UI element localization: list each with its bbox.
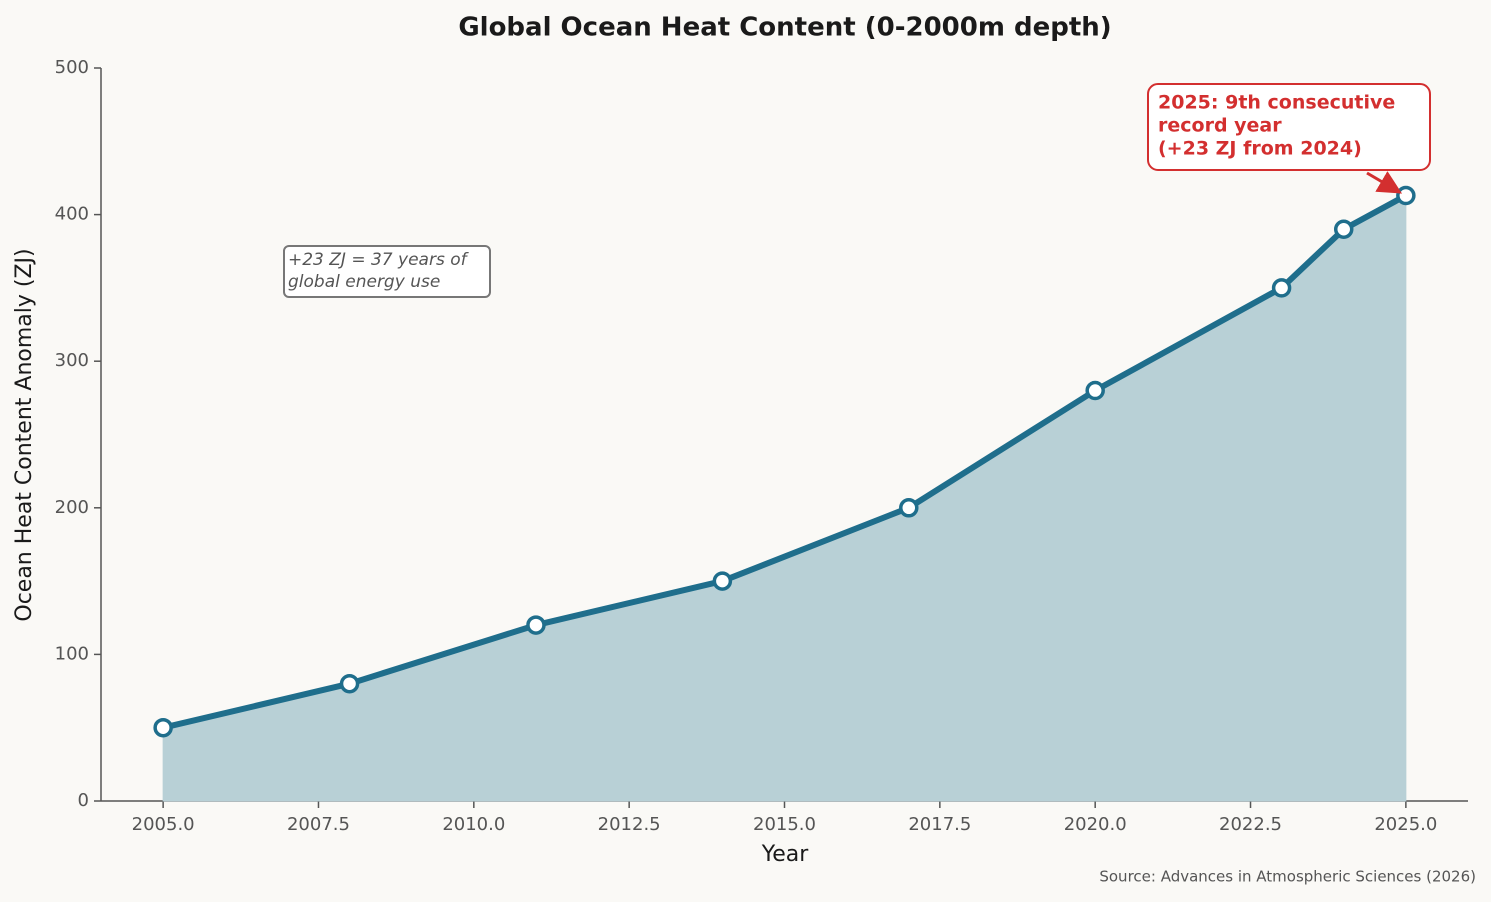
x-tick-label: 2005.0 — [132, 814, 195, 835]
x-tick-label: 2022.5 — [1219, 814, 1282, 835]
marker — [1271, 278, 1292, 298]
x-tick-label: 2020.0 — [1064, 814, 1127, 835]
marker — [1085, 380, 1105, 401]
annotation-text: (+23 ZJ from 2024) — [1158, 138, 1362, 160]
source-note: Source: Advances in Atmospheric Sciences… — [1099, 868, 1476, 886]
x-tick-label: 2012.5 — [598, 814, 661, 835]
note-text: global energy use — [288, 272, 440, 292]
x-tick-label: 2010.0 — [442, 814, 505, 835]
x-axis-label: Year — [761, 842, 810, 867]
y-tick-label: 300 — [55, 350, 89, 371]
y-axis-label: Ocean Heat Content Anomaly (ZJ) — [12, 248, 37, 621]
marker — [1333, 219, 1354, 240]
x-tick-label: 2025.0 — [1374, 814, 1437, 835]
marker — [526, 615, 546, 635]
note-text: +23 ZJ = 37 years of — [288, 250, 470, 270]
y-tick-label: 200 — [55, 497, 89, 518]
annotation-text: record year — [1158, 115, 1282, 137]
marker — [899, 498, 919, 518]
chart-title: Global Ocean Heat Content (0-2000m depth… — [458, 13, 1111, 43]
annotation-arrow — [1366, 171, 1403, 194]
y-tick-label: 500 — [55, 57, 89, 78]
y-tick-label: 0 — [78, 790, 89, 811]
marker — [1396, 185, 1416, 206]
y-tick-label: 100 — [55, 643, 89, 664]
annotation-text: 2025: 9th consecutive — [1158, 92, 1395, 114]
note-box — [283, 245, 491, 298]
x-tick-label: 2015.0 — [753, 814, 816, 835]
x-tick-label: 2017.5 — [908, 814, 971, 835]
marker — [712, 571, 733, 591]
marker — [339, 673, 360, 694]
x-tick-label: 2007.5 — [287, 814, 350, 835]
annotation-box — [1147, 83, 1431, 171]
y-tick-label: 400 — [55, 204, 89, 225]
marker — [153, 717, 173, 738]
